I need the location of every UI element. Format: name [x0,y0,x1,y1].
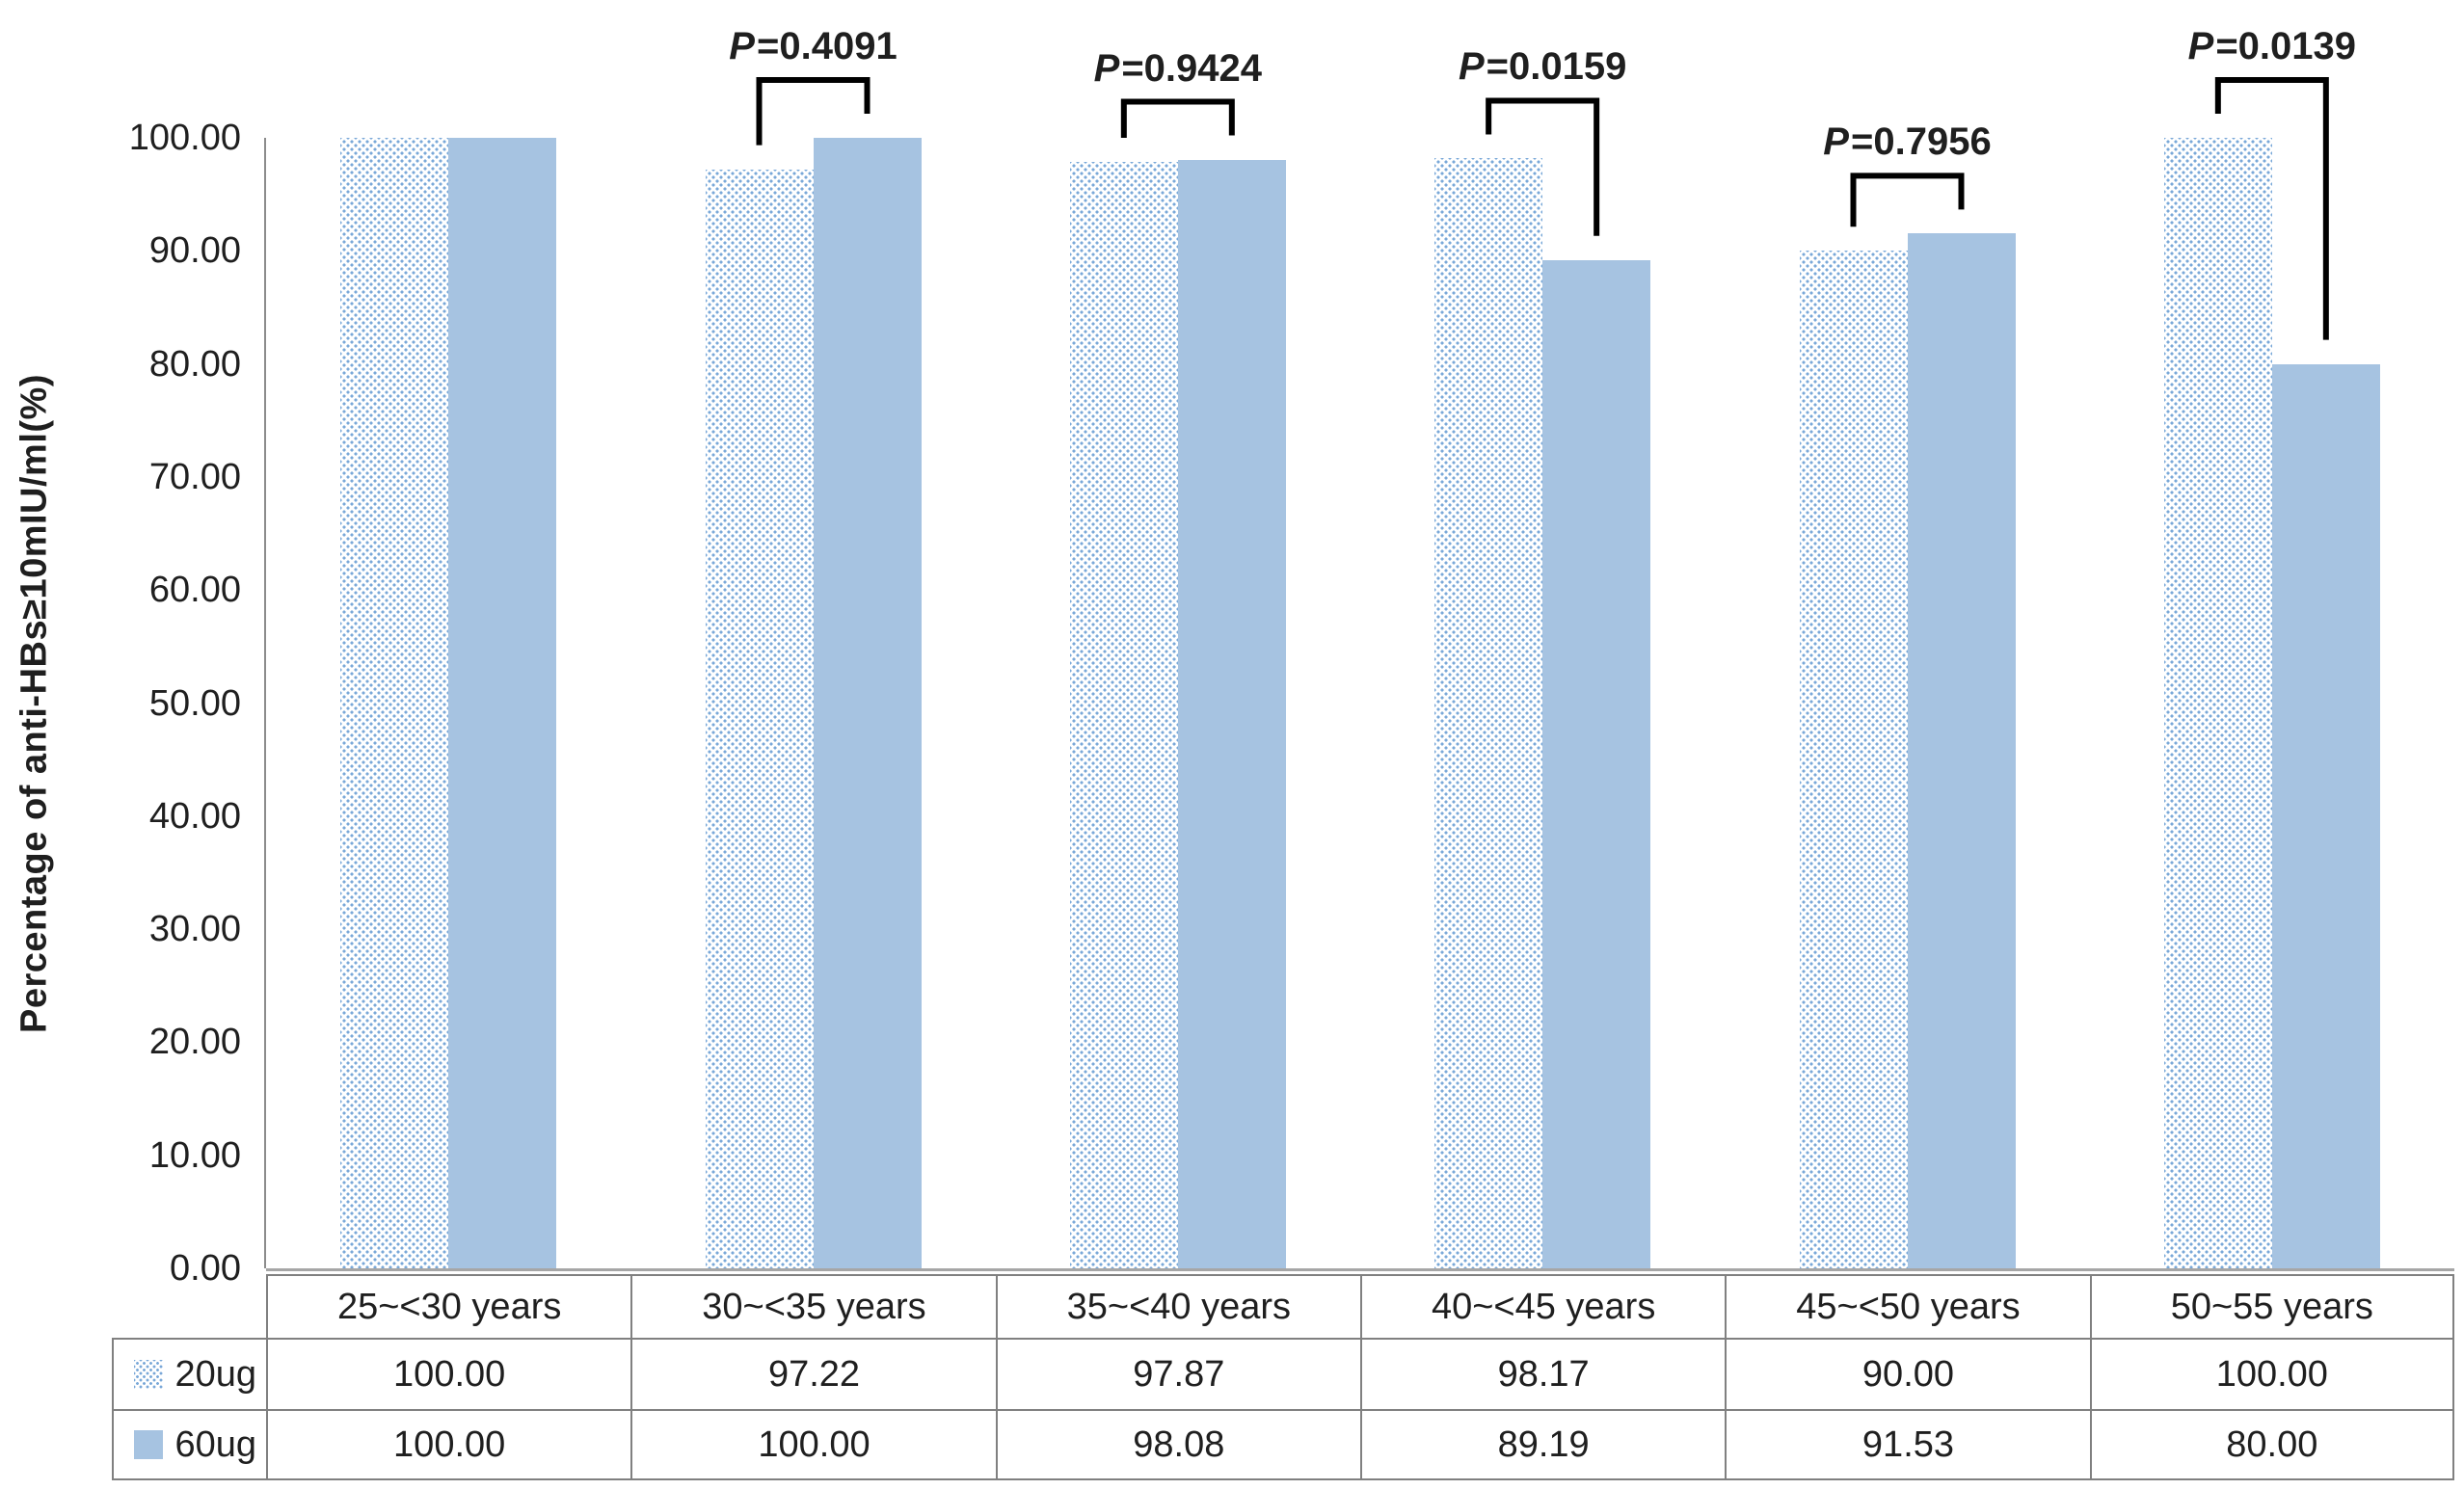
significance-bracket-layer [756,77,2329,340]
y-tick-label: 50.00 [148,682,241,724]
column-header-cell: 40~<45 years [1359,1274,1726,1338]
significance-bracket [1120,98,1235,138]
y-tick-label: 80.00 [148,343,241,385]
bar-60ug-3 [1542,259,1651,1268]
value-cell: 97.22 [630,1338,996,1409]
bar-60ug-4 [1907,233,2016,1268]
p-value-label: P=0.0139 [2188,24,2356,68]
row-header-60ug: 60ug [112,1409,266,1480]
data-table: 25~<30 years 30~<35 years 35~<40 years 40~<… [112,1274,2454,1480]
bar-60ug-2 [1177,159,1286,1268]
y-axis-line [264,138,266,1268]
value-cell: 97.87 [995,1338,1360,1409]
value-cell: 98.17 [1359,1338,1726,1409]
plot-area: P=0.4091 P=0.9424 P=0.0159 P=0.7956 P=0.0139 [264,0,2454,1271]
value-cell: 100.00 [266,1409,631,1480]
legend-swatch-60ug [134,1430,164,1459]
bar-20ug-1 [705,169,814,1268]
p-value-prefix: P [2187,25,2214,67]
value-cell: 80.00 [2089,1409,2454,1480]
p-value-text: =0.7956 [1850,120,1992,164]
value-cell: 100.00 [630,1409,996,1480]
bar-20ug-3 [1434,158,1543,1268]
row-header-20ug: 20ug [112,1338,266,1409]
y-tick-label: 60.00 [148,570,241,611]
p-value-text: =0.0139 [2215,25,2357,67]
bar-20ug-0 [340,138,449,1268]
bar-60ug-5 [2271,363,2380,1268]
legend-label: 60ug [174,1423,256,1465]
p-value-prefix: P [1823,120,1849,164]
y-tick-label: 20.00 [148,1022,241,1063]
column-header-cell: 50~55 years [2089,1274,2454,1338]
legend-label: 20ug [174,1353,256,1395]
bar-20ug-5 [2163,138,2272,1268]
y-tick-label: 100.00 [128,118,241,158]
column-header-cell: 25~<30 years [266,1274,631,1338]
significance-bracket [756,77,870,146]
p-value-label: P=0.7956 [1823,120,1991,164]
p-value-prefix: P [1093,46,1120,90]
y-tick-label: 30.00 [148,909,241,950]
p-value-prefix: P [729,25,755,67]
p-value-label: P=0.4091 [729,24,897,68]
p-value-text: =0.4091 [756,25,897,67]
p-value-label: P=0.0159 [1459,44,1626,89]
column-header-cell: 30~<35 years [630,1274,996,1338]
y-tick-label: 90.00 [148,230,241,272]
value-cell: 89.19 [1359,1409,1726,1480]
significance-bracket [1850,173,1965,227]
bar-20ug-2 [1069,162,1178,1268]
p-value-text: =0.9424 [1121,46,1263,90]
y-tick-column: 100.00 90.00 80.00 70.00 60.00 50.00 40.00 30.0… [0,0,241,1289]
p-value-prefix: P [1458,45,1485,89]
p-value-text: =0.0159 [1486,45,1627,89]
bar-20ug-4 [1799,251,1908,1268]
y-tick-label: 10.00 [148,1134,241,1176]
column-header-cell: 45~<50 years [1725,1274,2090,1338]
y-tick-label: 40.00 [148,795,241,837]
table-corner-spacer [112,1274,266,1338]
value-cell: 91.53 [1725,1409,2090,1480]
column-header-cell: 35~<40 years [995,1274,1360,1338]
p-value-label: P=0.9424 [1094,46,1262,91]
value-cell: 98.08 [995,1409,1360,1480]
bar-60ug-1 [813,138,922,1268]
y-tick-label: 0.00 [170,1248,241,1289]
y-tick-label: 70.00 [148,456,241,497]
value-cell: 100.00 [2089,1338,2454,1409]
value-cell: 90.00 [1725,1338,2090,1409]
bar-60ug-0 [448,138,557,1268]
legend-swatch-20ug [134,1360,164,1389]
value-cell: 100.00 [266,1338,631,1409]
